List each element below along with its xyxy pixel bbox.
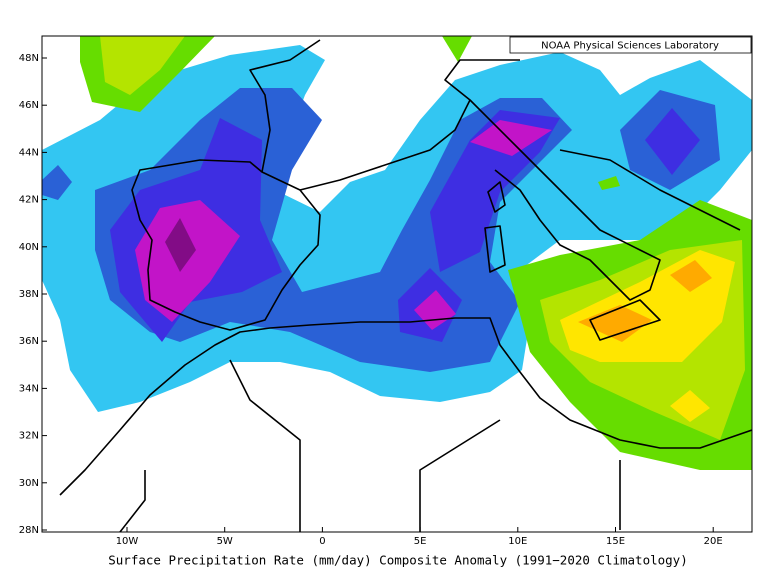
lat-label: 44N bbox=[19, 147, 39, 158]
lon-label: 5E bbox=[414, 536, 427, 547]
contour-green bbox=[598, 176, 620, 190]
contour-yellow bbox=[670, 390, 710, 422]
contour-green bbox=[442, 36, 472, 62]
lat-label: 34N bbox=[19, 383, 39, 394]
lat-label: 32N bbox=[19, 431, 39, 442]
credit: NOAA Physical Sciences Laboratory bbox=[541, 41, 719, 52]
contour-magenta bbox=[470, 120, 552, 156]
lat-label: 28N bbox=[19, 525, 39, 536]
contour-indigo bbox=[645, 108, 700, 175]
lat-label: 30N bbox=[19, 478, 39, 489]
lat-labels: 48N 46N 44N 42N 40N 38N 36N 34N 32N 30N 28N bbox=[19, 53, 47, 536]
lat-label: 42N bbox=[19, 195, 39, 206]
lat-label: 40N bbox=[19, 242, 39, 253]
lon-label: 20E bbox=[704, 536, 723, 547]
coastline bbox=[484, 181, 506, 273]
lon-label: 0 bbox=[319, 536, 325, 547]
lon-label: 10W bbox=[116, 536, 139, 547]
lon-label: 5W bbox=[217, 536, 233, 547]
lat-label: 48N bbox=[19, 53, 39, 64]
contour-indigo bbox=[430, 110, 560, 272]
contour-orange bbox=[578, 305, 652, 342]
map-frame bbox=[41, 35, 753, 533]
lat-label: 46N bbox=[19, 100, 39, 111]
coastline bbox=[119, 359, 621, 532]
lat-label: 36N bbox=[19, 336, 39, 347]
credit-box bbox=[509, 36, 752, 54]
lon-label: 15E bbox=[606, 536, 625, 547]
contour-orange bbox=[670, 260, 712, 292]
lon-labels: 10W 5W 0 5E 10E 15E 20E bbox=[116, 527, 723, 547]
contour-blue bbox=[42, 165, 72, 200]
caption: Surface Precipitation Rate (mm/day) Comp… bbox=[108, 553, 687, 568]
coastline bbox=[249, 39, 520, 191]
coastline bbox=[469, 99, 741, 341]
coastline bbox=[59, 317, 752, 496]
lat-label: 38N bbox=[19, 289, 39, 300]
lon-label: 10E bbox=[508, 536, 527, 547]
contour-yellowgreen bbox=[100, 36, 185, 95]
contours bbox=[42, 36, 752, 532]
contour-darkpurple bbox=[165, 218, 196, 272]
